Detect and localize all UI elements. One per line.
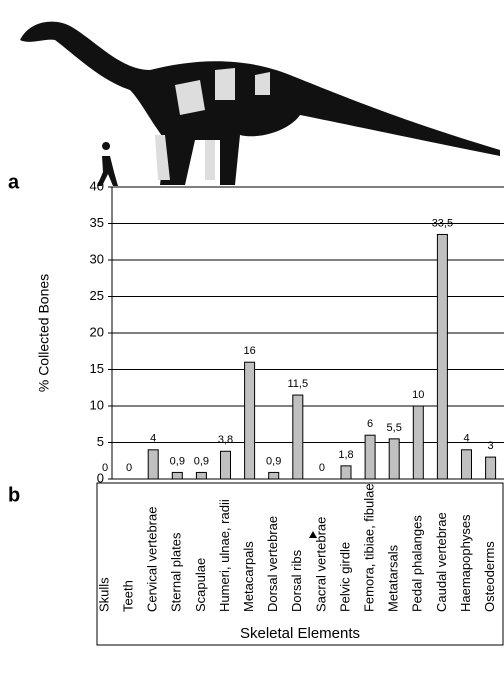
- value-label: 1,8: [338, 449, 353, 461]
- value-label: 6: [367, 418, 373, 430]
- y-tick-label: 30: [90, 251, 104, 266]
- x-tick-label: Pedal phalanges: [410, 515, 425, 612]
- value-label: 0,9: [194, 455, 209, 467]
- bar: [245, 362, 255, 479]
- y-tick-label: 5: [97, 434, 104, 449]
- y-tick-label: 25: [90, 288, 104, 303]
- value-label: 0,9: [266, 455, 281, 467]
- value-label: 3,8: [218, 434, 233, 446]
- value-label: 4: [463, 433, 469, 445]
- x-tick-label: Cervical vertebrae: [145, 507, 160, 613]
- bar: [365, 435, 375, 479]
- x-tick-label: Sternal plates: [169, 532, 184, 612]
- x-axis-label: Skeletal Elements: [240, 625, 360, 642]
- panel-label: a: [8, 171, 20, 193]
- x-tick-label: Humeri, ulnae, radii: [217, 499, 232, 612]
- dinosaur-body: [20, 22, 500, 185]
- value-label: 3: [488, 440, 494, 452]
- value-label: 0: [319, 462, 325, 474]
- x-tick-label: Sacral vertebrae: [313, 517, 328, 612]
- x-tick-label: Haemapophyses: [458, 514, 473, 612]
- bar: [269, 472, 279, 479]
- value-label: 16: [243, 345, 255, 357]
- y-tick-label: 35: [90, 215, 104, 230]
- x-tick-label: Osteoderms: [482, 541, 497, 612]
- value-label: 0: [102, 462, 108, 474]
- x-tick-label: Metacarpals: [241, 541, 256, 612]
- value-label: 0: [126, 462, 132, 474]
- x-tick-label: Scapulae: [193, 558, 208, 612]
- bar: [172, 472, 182, 479]
- x-tick-label: Metatarsals: [386, 544, 401, 612]
- x-tick-label: Teeth: [121, 580, 136, 612]
- bar: [437, 234, 447, 479]
- x-tick-label: Caudal vertebrae: [434, 512, 449, 612]
- x-tick-label: Pelvic girdle: [337, 542, 352, 612]
- bar: [413, 406, 423, 479]
- x-tick-label: Dorsal ribs: [289, 549, 304, 612]
- y-axis-label: % Collected Bones: [36, 274, 52, 392]
- x-tick-label: Skulls: [96, 577, 111, 612]
- value-label: 0,9: [170, 455, 185, 467]
- value-label: 11,5: [288, 378, 309, 390]
- y-tick-label: 20: [90, 324, 104, 339]
- y-tick-label: 15: [90, 361, 104, 376]
- bar: [341, 466, 351, 479]
- panel-label: b: [8, 484, 20, 506]
- bar: [221, 451, 231, 479]
- dinosaur-silhouette: [20, 22, 500, 186]
- bar: [293, 395, 303, 479]
- x-tick-label: Dorsal vertebrae: [265, 516, 280, 612]
- bar: [486, 457, 496, 479]
- value-label: 33,5: [432, 217, 453, 229]
- bar: [462, 450, 472, 479]
- bar: [148, 450, 158, 479]
- x-tick-label: Femora, tibiae, fibulae: [362, 483, 377, 612]
- bar: [196, 472, 206, 479]
- y-tick-label: 10: [90, 397, 104, 412]
- y-tick-label: 40: [90, 178, 104, 193]
- value-label: 4: [150, 433, 156, 445]
- bar: [389, 439, 399, 479]
- value-label: 10: [412, 389, 424, 401]
- chart: a b % Collected Bones Skeletal Elements …: [0, 0, 504, 674]
- value-label: 5,5: [387, 422, 402, 434]
